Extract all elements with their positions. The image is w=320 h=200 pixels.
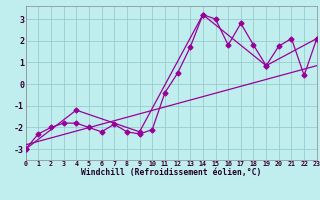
X-axis label: Windchill (Refroidissement éolien,°C): Windchill (Refroidissement éolien,°C): [81, 168, 261, 177]
